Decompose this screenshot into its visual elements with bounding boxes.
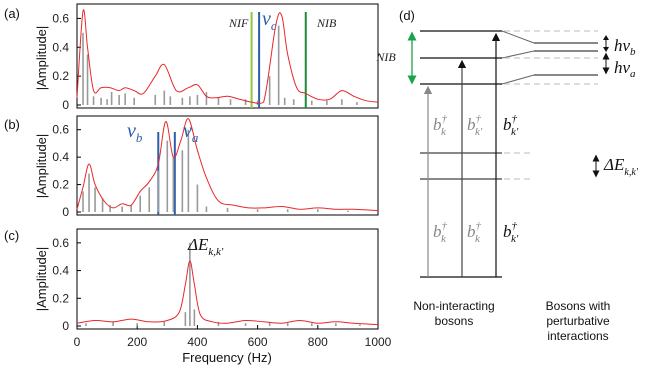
y-tick-label: 0	[62, 319, 69, 333]
panel-a-nib-label: NIB	[316, 16, 337, 30]
panel-a-nif-label: NIF	[228, 16, 249, 30]
connector-top	[501, 30, 535, 44]
panel-a: (a) |Amplitude| 0 0.2 0.4 0.6 NIF νc NIB	[4, 3, 379, 112]
y-tick-label: 0.6	[52, 11, 69, 25]
y-tick-label: 0	[62, 98, 69, 112]
op-lower-3: b† k'	[503, 220, 519, 245]
hvb-arrowheads	[603, 35, 609, 52]
y-tick-label: 0.6	[52, 123, 69, 137]
x-tick-label: 200	[127, 335, 147, 349]
panel-c-label: (c)	[4, 228, 19, 243]
panel-a-vlines	[250, 12, 307, 108]
panel-a-red-line	[76, 9, 379, 105]
delta-e-label: ΔEk,k'	[603, 155, 639, 178]
x-tick-label: 0	[74, 335, 81, 349]
panel-b-stems	[82, 129, 349, 212]
y-tick-label: 0	[62, 205, 69, 219]
panel-c-xticks: 0 200 400 600 800 1000	[74, 325, 392, 349]
op-upper-2: b† k'	[467, 113, 483, 138]
panel-a-label: (a)	[4, 6, 20, 21]
panel-c-ylabel: |Amplitude|	[34, 247, 49, 312]
hvb-label: hνb	[614, 36, 636, 58]
panel-b-red-line	[76, 118, 379, 212]
panel-c-yticks: 0 0.2 0.4 0.6	[52, 236, 81, 333]
panel-b-yticks: 0 0.2 0.4 0.6	[52, 123, 81, 219]
caption-right-line2: perturbative	[546, 314, 610, 328]
panel-d: (d) NIB b† k b† k' b† k' b† k b† k	[375, 8, 638, 343]
x-tick-label: 600	[248, 335, 268, 349]
y-tick-label: 0.2	[52, 178, 69, 192]
y-tick-label: 0.2	[52, 291, 69, 305]
x-tick-label: 1000	[365, 335, 392, 349]
panel-a-ylabel: |Amplitude|	[34, 26, 49, 91]
op-lower-1: b† k	[433, 220, 448, 245]
x-axis-label: Frequency (Hz)	[182, 350, 272, 365]
nib-label: NIB	[375, 50, 396, 64]
panel-b-ylabel: |Amplitude|	[34, 134, 49, 199]
y-tick-label: 0.4	[52, 264, 69, 278]
x-tick-label: 400	[187, 335, 207, 349]
panel-a-nuc-label: νc	[262, 8, 277, 33]
op-upper-1: b† k	[433, 113, 448, 138]
panel-b-label: (b)	[4, 117, 20, 132]
y-tick-label: 0.2	[52, 69, 69, 83]
caption-left-line1: Non-interacting	[413, 299, 494, 313]
panel-c-annotation: ΔEk,k'	[187, 235, 224, 258]
panel-a-stems	[82, 25, 358, 105]
panel-d-label: (d)	[399, 8, 415, 23]
caption-right-line3: interactions	[547, 329, 608, 343]
op-lower-2: b† k	[467, 220, 482, 245]
hva-label: hνa	[614, 58, 636, 80]
panel-a-yticks: 0 0.2 0.4 0.6	[52, 11, 81, 112]
panel-a-frame	[76, 3, 379, 109]
panel-c: (c) |Amplitude| 0 0.2 0.4 0.6 0 200 400 600 800…	[4, 228, 392, 365]
caption-right-line1: Bosons with	[546, 299, 611, 313]
op-upper-3: b† k'	[503, 113, 519, 138]
panel-b-frame	[76, 115, 379, 216]
panel-b: (b) |Amplitude| 0 0.2 0.4 0.6 νb νa	[4, 115, 379, 219]
x-tick-label: 800	[308, 335, 328, 349]
caption-left-line2: bosons	[435, 314, 474, 328]
y-tick-label: 0.4	[52, 150, 69, 164]
y-tick-label: 0.4	[52, 40, 69, 54]
y-tick-label: 0.6	[52, 236, 69, 250]
panel-b-nua-label: νa	[183, 120, 199, 145]
connector-mid	[501, 50, 535, 59]
panel-c-red-line	[76, 260, 379, 326]
panel-c-frame	[76, 228, 379, 330]
panel-b-nub-label: νb	[127, 120, 143, 145]
connector-low	[501, 74, 535, 85]
